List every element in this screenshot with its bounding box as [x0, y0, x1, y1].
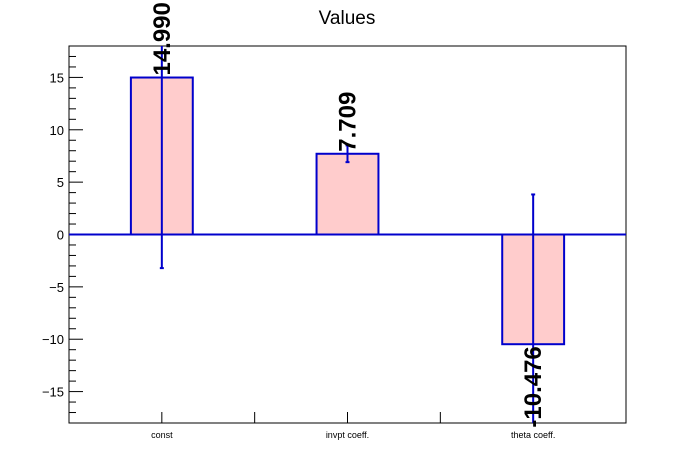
- data-label: -10.476: [520, 346, 547, 427]
- chart-title: Values: [319, 8, 376, 29]
- x-category-label: invpt coeff.: [326, 430, 369, 440]
- y-tick-label: −15: [42, 385, 64, 400]
- x-axis: const invpt coeff. theta coeff.: [151, 412, 555, 440]
- y-tick-label: −5: [49, 280, 64, 295]
- data-label: 7.709: [335, 92, 362, 152]
- error-bars: [159, 46, 536, 423]
- y-tick-label: −10: [42, 332, 64, 347]
- y-tick-label: 10: [50, 123, 64, 138]
- data-label: 14.990: [149, 2, 176, 75]
- bar: [315, 152, 380, 236]
- x-category-label: const: [151, 430, 173, 440]
- y-tick-label: 5: [57, 175, 64, 190]
- y-axis: −15 −10 −5 0 5 10 15: [42, 55, 83, 414]
- x-category-label: theta coeff.: [511, 430, 555, 440]
- y-tick-label: 15: [50, 70, 64, 85]
- data-labels: 14.990 7.709 -10.476: [149, 2, 547, 427]
- y-tick-label: 0: [57, 228, 64, 243]
